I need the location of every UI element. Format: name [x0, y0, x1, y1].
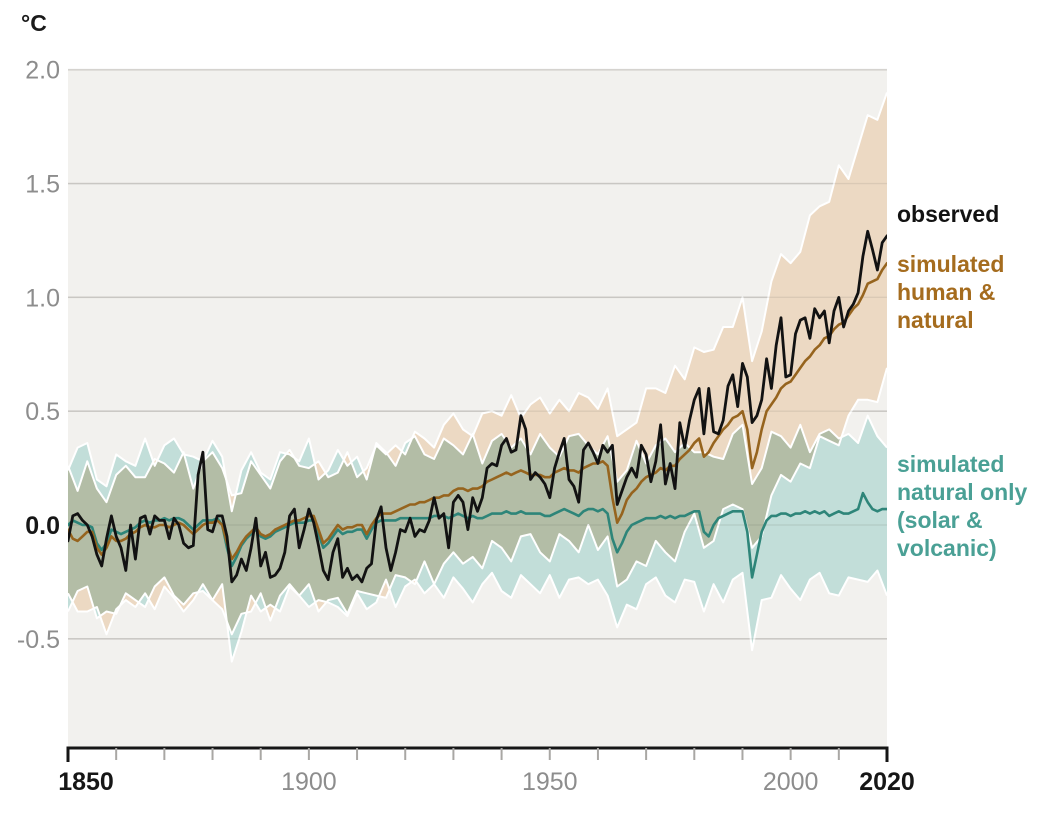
- band-natural-only: [68, 415, 887, 662]
- x-tick-label-1850: 1850: [58, 768, 114, 796]
- x-tick-label-2000: 2000: [763, 768, 819, 796]
- y-tick-label-1.0: 1.0: [25, 284, 60, 312]
- line-simulated-human-natural: [68, 261, 887, 561]
- y-tick-label-2.0: 2.0: [25, 57, 60, 85]
- legend-observed: observed: [897, 201, 1000, 227]
- band-outline: [68, 367, 887, 636]
- line-observed: [68, 229, 887, 584]
- y-tick-label-0.5: 0.5: [25, 398, 60, 426]
- x-tick-label-2020: 2020: [859, 768, 915, 796]
- legend-natural-only: simulated natural only (solar & volcanic…: [897, 451, 1028, 561]
- y-tick-label--0.5: -0.5: [17, 626, 60, 654]
- y-axis-unit-label: °C: [21, 10, 47, 36]
- x-tick-label-1950: 1950: [522, 768, 578, 796]
- line-simulated-natural-only: [68, 491, 887, 579]
- legend-human-natural: simulated human & natural: [897, 251, 1005, 333]
- x-tick-label-1900: 1900: [281, 768, 337, 796]
- band-outline: [68, 569, 887, 663]
- y-tick-label-1.5: 1.5: [25, 171, 60, 199]
- y-tick-label-0.0: 0.0: [25, 512, 60, 540]
